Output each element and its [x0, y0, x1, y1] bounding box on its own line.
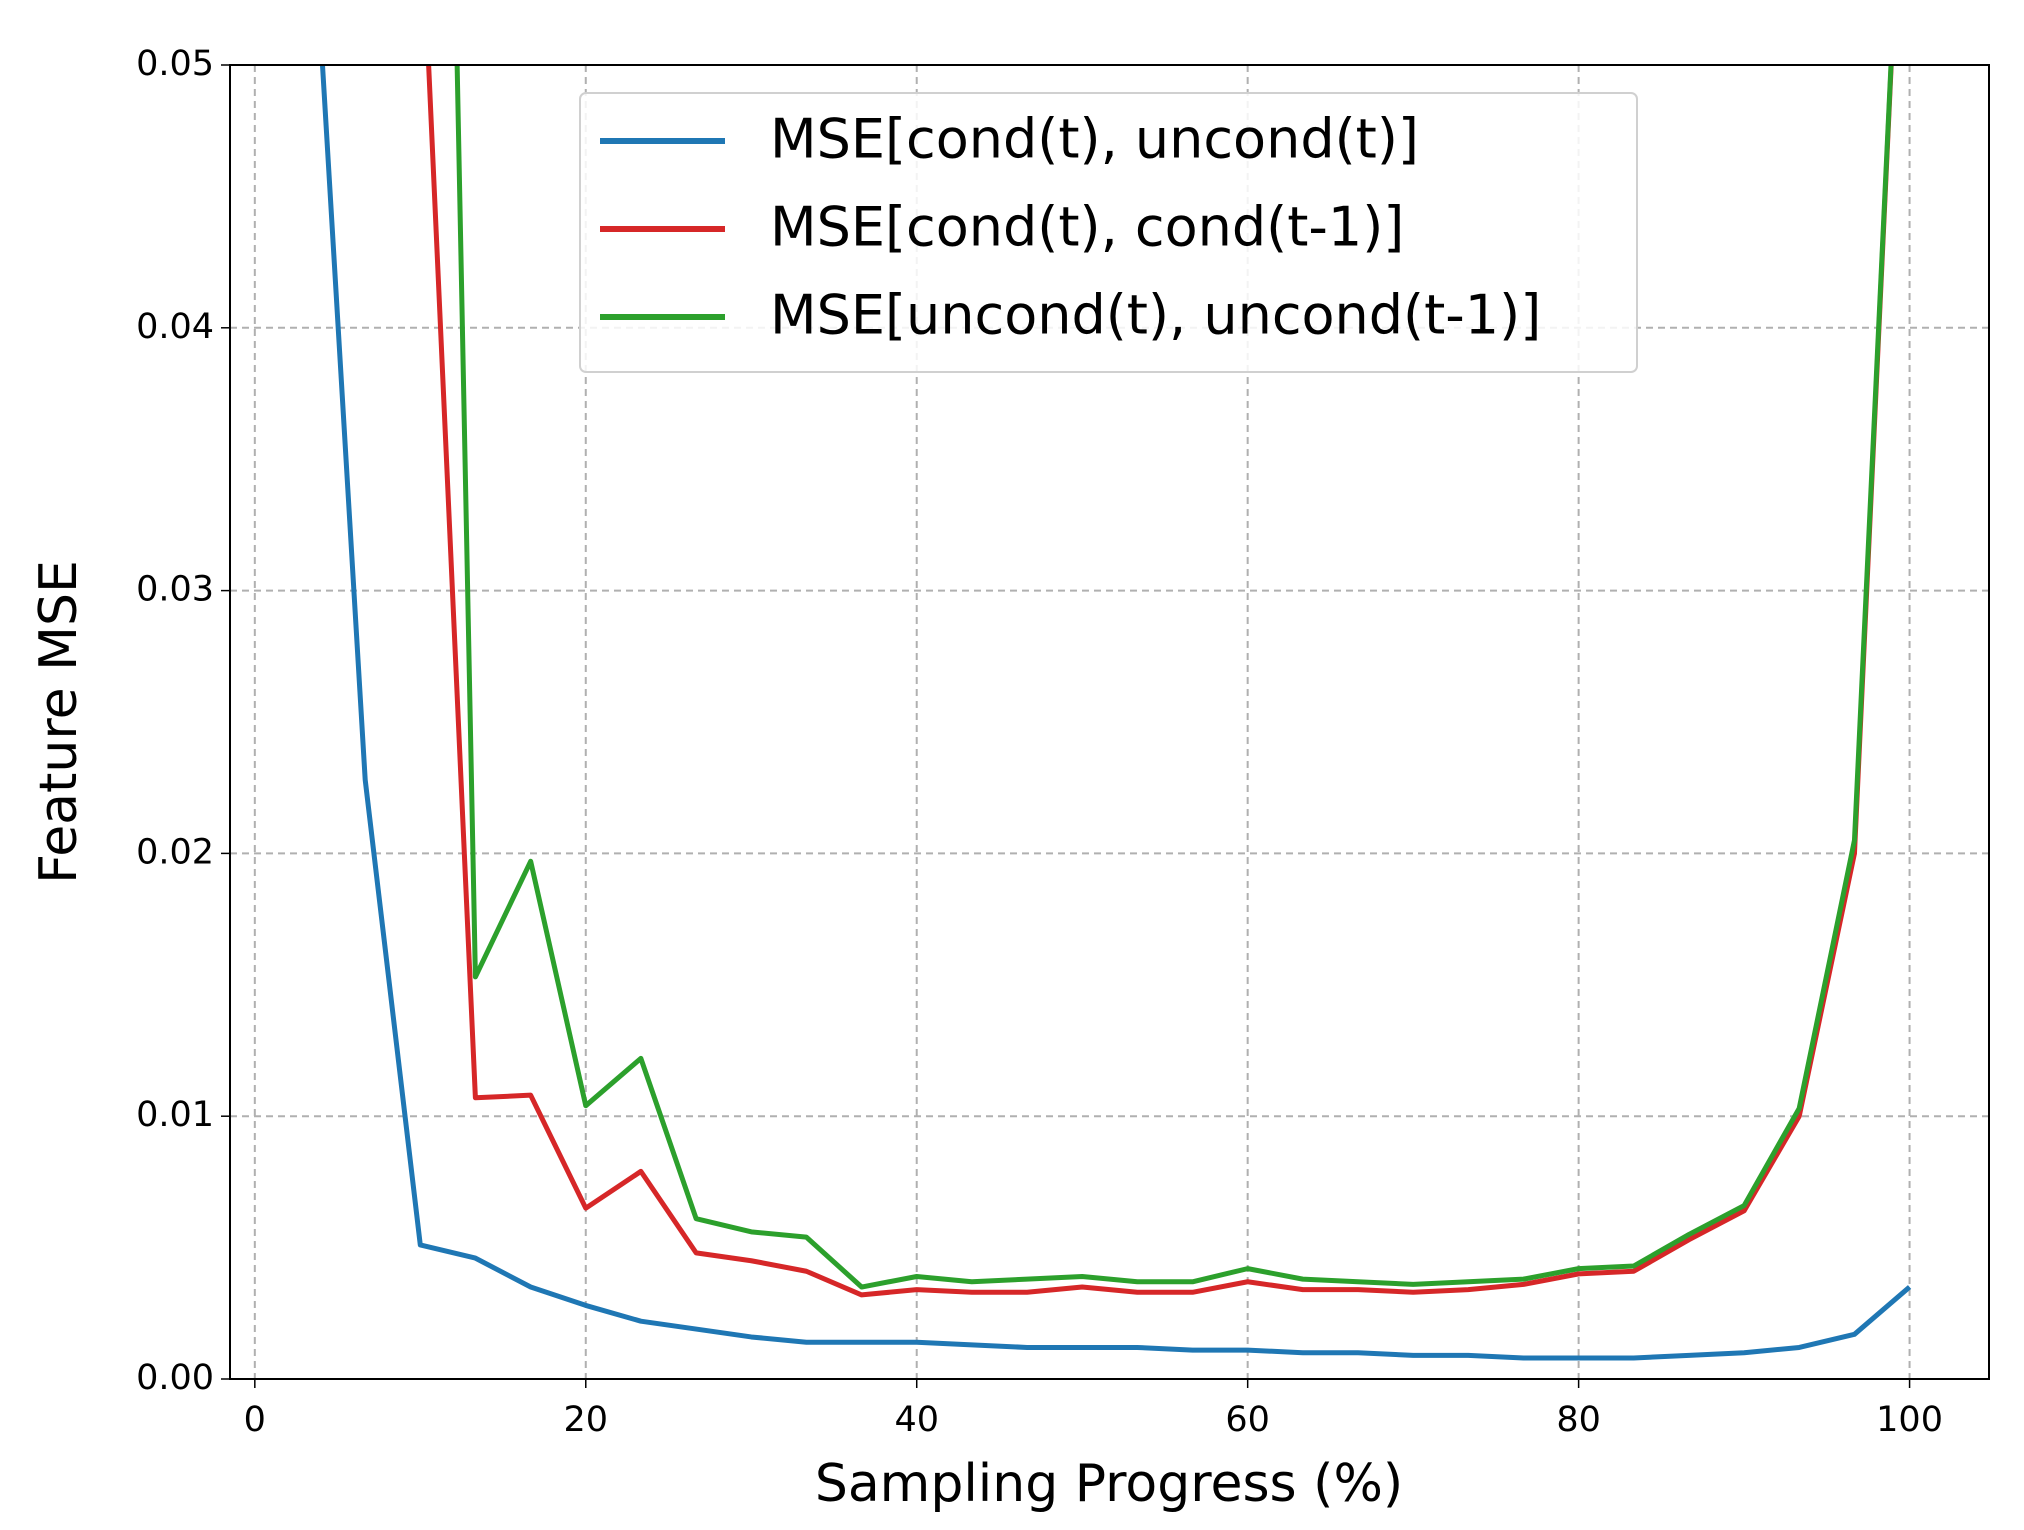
y-tick-label: 0.00 — [136, 1358, 214, 1398]
series-line — [319, 65, 1912, 1361]
y-tick-label: 0.01 — [136, 1095, 214, 1135]
plot-frame — [229, 64, 1990, 1380]
y-tick-label: 0.05 — [136, 44, 214, 84]
x-tick-label: 60 — [1225, 1400, 1270, 1440]
y-tick-label: 0.03 — [136, 570, 214, 610]
legend-label: MSE[uncond(t), uncond(t-1)] — [770, 284, 1541, 347]
y-axis-label: Feature MSE — [29, 560, 89, 884]
x-tick-label: 100 — [1876, 1400, 1943, 1440]
x-axis-label: Sampling Progress (%) — [815, 1454, 1403, 1514]
legend-label: MSE[cond(t), cond(t-1)] — [770, 196, 1404, 259]
x-tick-label: 0 — [244, 1400, 266, 1440]
x-tick-label: 40 — [894, 1400, 939, 1440]
x-tick-label: 20 — [563, 1400, 608, 1440]
legend-label: MSE[cond(t), uncond(t)] — [770, 108, 1419, 171]
x-tick-label: 80 — [1556, 1400, 1601, 1440]
y-tick-label: 0.02 — [136, 832, 214, 872]
y-tick-label: 0.04 — [136, 307, 214, 347]
plot-lines — [319, 65, 1912, 1361]
legend-box — [579, 92, 1638, 373]
series-line — [426, 65, 1894, 1298]
series-line — [454, 65, 1894, 1290]
